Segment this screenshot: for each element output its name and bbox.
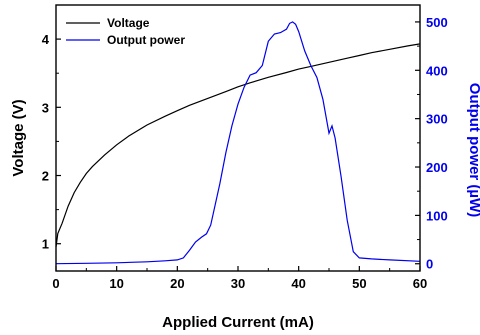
- right-tick-label: 500: [426, 15, 448, 30]
- legend-label: Output power: [107, 33, 185, 47]
- chart-marks: [55, 21, 421, 265]
- left-tick-label: 4: [42, 32, 50, 47]
- x-tick-label: 20: [170, 276, 184, 291]
- x-tick-label: 40: [291, 276, 305, 291]
- right-tick-label: 300: [426, 112, 448, 127]
- x-tick-label: 10: [109, 276, 123, 291]
- right-tick-label: 200: [426, 160, 448, 175]
- x-axis-ticks: 0 10 20 30 40 50 60: [52, 266, 427, 291]
- x-tick-label: 30: [231, 276, 245, 291]
- left-axis-ticks: 1 2 3 4: [42, 32, 61, 252]
- x-tick-label: 60: [413, 276, 427, 291]
- legend-label: Voltage: [107, 16, 150, 30]
- right-tick-label: 400: [426, 63, 448, 78]
- left-tick-label: 3: [42, 100, 49, 115]
- right-axis-title: Output power (µW): [466, 83, 480, 217]
- series-line-output-power: [55, 21, 421, 265]
- legend: Voltage Output power: [66, 16, 185, 47]
- x-tick-label: 0: [52, 276, 59, 291]
- left-axis-title: Voltage (V): [10, 99, 27, 176]
- left-tick-label: 1: [42, 237, 49, 252]
- x-tick-label: 50: [352, 276, 366, 291]
- left-tick-label: 2: [42, 169, 49, 184]
- right-tick-label: 0: [426, 257, 433, 272]
- right-tick-label: 100: [426, 208, 448, 223]
- right-axis-ticks: 0 100 200 300 400 500: [415, 15, 448, 272]
- x-axis-title: Applied Current (mA): [162, 314, 314, 331]
- series-line-voltage: [55, 43, 421, 248]
